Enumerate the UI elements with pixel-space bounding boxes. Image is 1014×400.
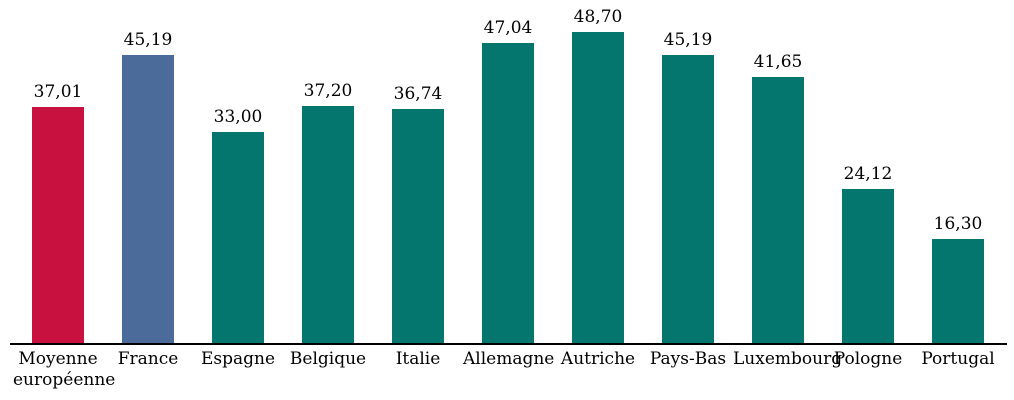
bar-value-label: 37,01 bbox=[33, 82, 83, 102]
bar-value-label: 45,19 bbox=[663, 30, 713, 50]
bar-value-label: 41,65 bbox=[753, 52, 803, 72]
bar bbox=[662, 55, 714, 343]
bar-value-label: 37,20 bbox=[303, 81, 353, 101]
category-label: Moyenne européenne bbox=[13, 349, 116, 390]
bar-column: 33,00 bbox=[193, 0, 283, 343]
bar bbox=[572, 32, 624, 343]
bar-column: 36,74 bbox=[373, 0, 463, 343]
category-label: Belgique bbox=[289, 349, 367, 369]
bar bbox=[842, 189, 894, 343]
category-label: Luxembourg bbox=[733, 349, 843, 369]
bar bbox=[32, 107, 84, 343]
category-label: Portugal bbox=[921, 349, 995, 369]
bar bbox=[752, 77, 804, 343]
bar-column: 24,12 bbox=[823, 0, 913, 343]
bar-value-label: 36,74 bbox=[393, 84, 443, 104]
bar-value-label: 47,04 bbox=[483, 18, 533, 38]
bar-value-label: 33,00 bbox=[213, 107, 263, 127]
bar-column: 41,65 bbox=[733, 0, 823, 343]
bar bbox=[302, 106, 354, 343]
bar bbox=[392, 109, 444, 343]
bar-value-label: 48,70 bbox=[573, 7, 623, 27]
bar-column: 37,20 bbox=[283, 0, 373, 343]
x-axis-line bbox=[10, 343, 1007, 345]
bar-column: 45,19 bbox=[643, 0, 733, 343]
bar-column: 37,01 bbox=[13, 0, 103, 343]
bar-value-label: 45,19 bbox=[123, 30, 173, 50]
bar-column: 48,70 bbox=[553, 0, 643, 343]
category-label: France bbox=[117, 349, 179, 369]
category-label: Italie bbox=[395, 349, 441, 369]
bar-column: 47,04 bbox=[463, 0, 553, 343]
category-label: Espagne bbox=[200, 349, 276, 369]
bar-value-label: 24,12 bbox=[843, 164, 893, 184]
category-label: Pays-Bas bbox=[649, 349, 727, 369]
category-label: Allemagne bbox=[463, 349, 555, 369]
category-label: Pologne bbox=[833, 349, 903, 369]
bar bbox=[122, 55, 174, 343]
bar bbox=[482, 43, 534, 343]
category-axis: Moyenne européenne France Espagne Belgique I… bbox=[13, 349, 1003, 390]
plot-area: 37,01 45,19 33,00 37,20 36,74 47,04 48,70 45,19… bbox=[13, 0, 1003, 343]
bar-value-label: 16,30 bbox=[933, 214, 983, 234]
bar bbox=[932, 239, 984, 343]
bar bbox=[212, 132, 264, 343]
bar-column: 45,19 bbox=[103, 0, 193, 343]
category-label: Autriche bbox=[560, 349, 636, 369]
bar-column: 16,30 bbox=[913, 0, 1003, 343]
